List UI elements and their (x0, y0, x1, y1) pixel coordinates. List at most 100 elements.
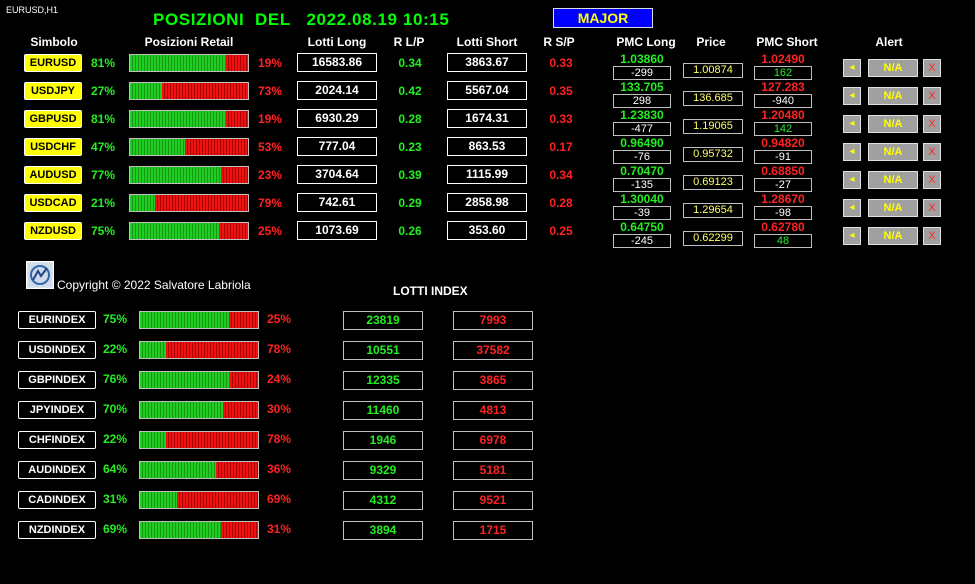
index-symbol[interactable]: JPYINDEX (18, 401, 96, 419)
pair-symbol[interactable]: USDJPY (24, 82, 82, 100)
long-bar-fill (130, 167, 221, 183)
pmc-short-diff: 48 (754, 234, 812, 248)
index-position-bar (139, 431, 259, 449)
r-sp-value: 0.35 (549, 84, 573, 98)
pmc-long-value: 0.70470 (620, 164, 664, 178)
alert-bell-icon[interactable]: ◂ (843, 227, 861, 245)
lotti-short-value: 3863.67 (447, 53, 527, 72)
index-long-percent: 70% (103, 402, 128, 416)
alert-bell-icon[interactable]: ◂ (843, 59, 861, 77)
r-lp-value: 0.23 (398, 140, 422, 154)
alert-bell-icon[interactable]: ◂ (843, 87, 861, 105)
short-bar-fill (221, 167, 248, 183)
alert-close-icon[interactable]: X (923, 199, 941, 217)
alert-close-icon[interactable]: X (923, 115, 941, 133)
pair-symbol[interactable]: GBPUSD (24, 110, 82, 128)
short-bar-fill (226, 111, 248, 127)
pmc-long-value: 0.96490 (620, 136, 664, 150)
pmc-short-value: 1.02490 (761, 52, 805, 66)
pmc-short-value: 1.28670 (761, 192, 805, 206)
lotti-long-value: 2024.14 (297, 81, 377, 100)
lotti-long-value: 3704.64 (297, 165, 377, 184)
pair-symbol[interactable]: USDCHF (24, 138, 82, 156)
alert-na-button[interactable]: N/A (868, 143, 918, 161)
alert-close-icon[interactable]: X (923, 171, 941, 189)
alert-na-button[interactable]: N/A (868, 115, 918, 133)
index-long-bar-fill (140, 402, 223, 418)
index-short-percent: 78% (267, 432, 292, 446)
index-lotti-short: 1715 (453, 521, 533, 540)
pmc-short-diff: -98 (754, 206, 812, 220)
header-r-lp: R L/P (393, 35, 425, 49)
copyright-text: Copyright © 2022 Salvatore Labriola (57, 278, 251, 292)
long-percent: 27% (91, 84, 116, 98)
pair-symbol[interactable]: NZDUSD (24, 222, 82, 240)
alert-close-icon[interactable]: X (923, 87, 941, 105)
index-long-bar-fill (140, 342, 166, 358)
alert-bell-icon[interactable]: ◂ (843, 115, 861, 133)
pmc-long-diff: -39 (613, 206, 671, 220)
alert-close-icon[interactable]: X (923, 227, 941, 245)
alert-bell-icon[interactable]: ◂ (843, 143, 861, 161)
pair-symbol[interactable]: AUDUSD (24, 166, 82, 184)
index-lotti-short: 37582 (453, 341, 533, 360)
price-value: 1.00874 (683, 63, 743, 78)
r-sp-value: 0.28 (549, 196, 573, 210)
index-symbol[interactable]: CADINDEX (18, 491, 96, 509)
alert-na-button[interactable]: N/A (868, 227, 918, 245)
index-short-percent: 25% (267, 312, 292, 326)
index-short-percent: 69% (267, 492, 292, 506)
index-position-bar (139, 371, 259, 389)
title-prefix: POSIZIONI DEL (153, 10, 291, 29)
alert-bell-icon[interactable]: ◂ (843, 171, 861, 189)
index-symbol[interactable]: CHFINDEX (18, 431, 96, 449)
short-percent: 23% (258, 168, 283, 182)
index-symbol[interactable]: GBPINDEX (18, 371, 96, 389)
alert-na-button[interactable]: N/A (868, 87, 918, 105)
alert-na-button[interactable]: N/A (868, 59, 918, 77)
pair-symbol[interactable]: EURUSD (24, 54, 82, 72)
index-lotti-short: 7993 (453, 311, 533, 330)
index-symbol[interactable]: NZDINDEX (18, 521, 96, 539)
retail-position-bar (129, 82, 249, 100)
header-alert: Alert (875, 35, 903, 49)
long-bar-fill (130, 139, 185, 155)
index-lotti-long: 3894 (343, 521, 423, 540)
long-percent: 81% (91, 56, 116, 70)
short-percent: 19% (258, 112, 283, 126)
index-symbol[interactable]: EURINDEX (18, 311, 96, 329)
alert-na-button[interactable]: N/A (868, 171, 918, 189)
header-lotti-short: Lotti Short (456, 35, 518, 49)
retail-position-bar (129, 222, 249, 240)
index-short-bar-fill (229, 312, 258, 328)
index-short-bar-fill (230, 372, 258, 388)
alert-close-icon[interactable]: X (923, 59, 941, 77)
index-symbol[interactable]: AUDINDEX (18, 461, 96, 479)
short-percent: 79% (258, 196, 283, 210)
index-symbol[interactable]: USDINDEX (18, 341, 96, 359)
lotti-short-value: 353.60 (447, 221, 527, 240)
pmc-long-diff: -245 (613, 234, 671, 248)
index-long-percent: 75% (103, 312, 128, 326)
index-position-bar (139, 401, 259, 419)
alert-close-icon[interactable]: X (923, 143, 941, 161)
index-position-bar (139, 491, 259, 509)
pmc-long-value: 1.23830 (620, 108, 664, 122)
pmc-long-value: 1.30040 (620, 192, 664, 206)
short-bar-fill (185, 139, 248, 155)
pmc-short-value: 1.20480 (761, 108, 805, 122)
short-bar-fill (162, 83, 248, 99)
long-bar-fill (130, 55, 226, 71)
header-price: Price (696, 35, 726, 49)
lotti-long-value: 777.04 (297, 137, 377, 156)
alert-na-button[interactable]: N/A (868, 199, 918, 217)
alert-bell-icon[interactable]: ◂ (843, 199, 861, 217)
lotti-short-value: 2858.98 (447, 193, 527, 212)
index-long-percent: 22% (103, 432, 128, 446)
pair-symbol[interactable]: USDCAD (24, 194, 82, 212)
major-button[interactable]: MAJOR (553, 8, 653, 28)
long-percent: 77% (91, 168, 116, 182)
index-short-percent: 78% (267, 342, 292, 356)
long-bar-fill (130, 223, 219, 239)
lotti-long-value: 6930.29 (297, 109, 377, 128)
